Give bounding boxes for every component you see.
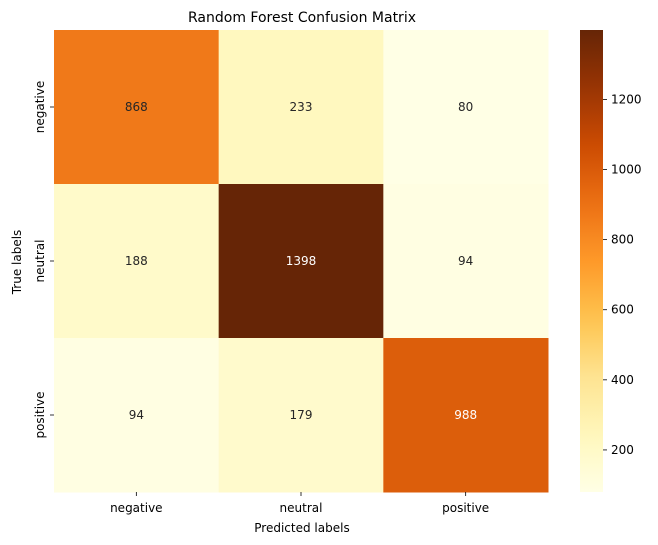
- y-tick-label: negative: [33, 81, 47, 133]
- colorbar-tick-label: 400: [611, 373, 634, 387]
- heatmap-cell: [54, 30, 220, 185]
- y-axis-label: True labels: [10, 230, 24, 296]
- cell-value: 179: [290, 408, 313, 422]
- x-axis-label: Predicted labels: [254, 521, 349, 535]
- y-tick-label: neutral: [33, 240, 47, 283]
- y-axis: negative neutral positive: [33, 81, 54, 439]
- heatmap-cell: [383, 184, 549, 339]
- colorbar-ticks: 200 400 600 800 1000 1200: [603, 92, 642, 457]
- colorbar-tick-label: 600: [611, 303, 634, 317]
- cell-value: 94: [129, 408, 144, 422]
- cell-value: 188: [125, 254, 148, 268]
- cell-value: 1398: [286, 254, 317, 268]
- colorbar-tick-label: 800: [611, 233, 634, 247]
- x-tick-label: neutral: [280, 501, 323, 515]
- colorbar-tick-label: 1200: [611, 92, 642, 106]
- x-tick-label: negative: [110, 501, 162, 515]
- heatmap-cell: [383, 30, 549, 185]
- heatmap-cell: [54, 338, 220, 493]
- cell-value: 233: [290, 100, 313, 114]
- x-tick-label: positive: [442, 501, 489, 515]
- heatmap-cell: [218, 184, 384, 339]
- heatmap-cell: [218, 338, 384, 493]
- chart-title: Random Forest Confusion Matrix: [188, 10, 416, 26]
- colorbar: [580, 30, 603, 492]
- cell-annotations: 868 233 80 188 1398 94 94 179 988: [125, 100, 477, 422]
- cell-value: 94: [458, 254, 473, 268]
- heatmap-cells: [54, 30, 549, 493]
- heatmap-cell: [54, 184, 220, 339]
- x-axis: negative neutral positive: [110, 492, 489, 515]
- heatmap-cell: [218, 30, 384, 185]
- heatmap-cell: [383, 338, 549, 493]
- colorbar-tick-label: 1000: [611, 163, 642, 177]
- cell-value: 868: [125, 100, 148, 114]
- cell-value: 80: [458, 100, 473, 114]
- colorbar-tick-label: 200: [611, 443, 634, 457]
- cell-value: 988: [454, 408, 477, 422]
- y-tick-label: positive: [33, 391, 47, 438]
